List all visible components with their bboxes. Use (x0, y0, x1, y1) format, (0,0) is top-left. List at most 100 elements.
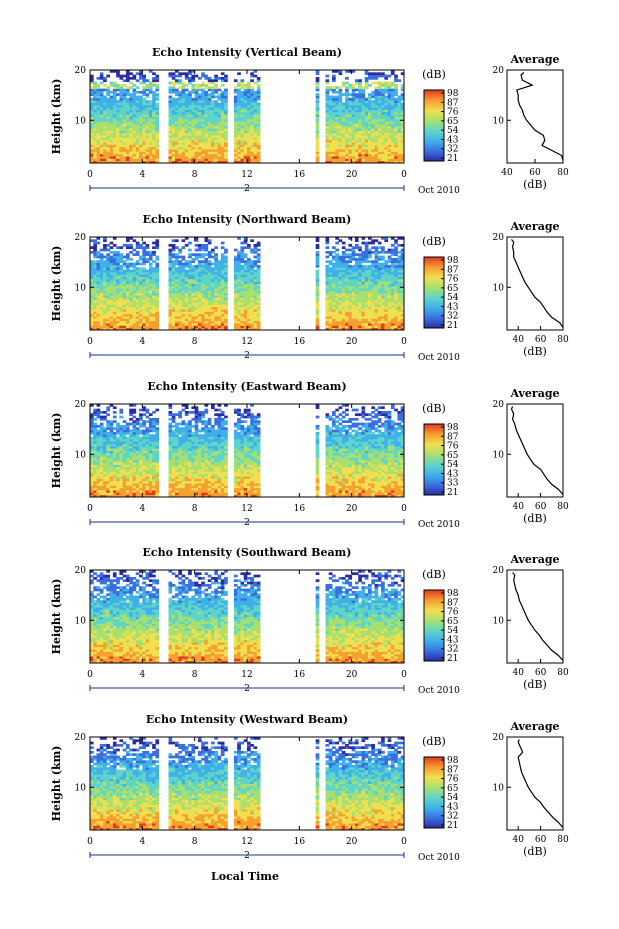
colorbar-tick-label: 21 (447, 321, 458, 331)
profile-x-tick-label: 60 (535, 335, 547, 345)
colorbar-unit: (dB) (422, 568, 446, 581)
profile-x-tick-label: 80 (557, 168, 569, 178)
y-tick-label: 20 (75, 400, 87, 410)
colorbar-tick-label: 87 (447, 598, 459, 608)
profile-line (510, 406, 564, 495)
date-day: 2 (244, 684, 250, 694)
profile-title: Average (509, 553, 559, 566)
profile-x-tick-label: 60 (535, 835, 547, 845)
profile-x-label: (dB) (523, 178, 547, 191)
profile-y-tick-label: 10 (493, 116, 505, 126)
y-axis-label: Height (km) (50, 246, 63, 322)
x-tick-label: 0 (87, 670, 93, 680)
profile-line (517, 739, 564, 828)
y-tick-label: 10 (75, 783, 87, 793)
profile-x-label: (dB) (523, 678, 547, 691)
profile-frame (506, 569, 564, 664)
profile-frame (506, 236, 564, 331)
date-day: 2 (244, 518, 250, 528)
x-tick-label: 0 (401, 337, 407, 347)
profile-y-tick-label: 10 (493, 783, 505, 793)
colorbar-tick-label: 87 (447, 432, 459, 442)
profile-line (516, 72, 564, 161)
x-tick-label: 8 (192, 837, 198, 847)
y-tick-label: 20 (75, 733, 87, 743)
x-tick-label: 20 (346, 170, 358, 180)
profile-frame (506, 403, 564, 498)
heatmap-cells (90, 70, 405, 164)
y-axis-label: Height (km) (50, 79, 63, 155)
date-day: 2 (244, 351, 250, 361)
colorbar (423, 756, 445, 829)
colorbar-tick-label: 32 (447, 145, 458, 155)
colorbar-tick-label: 98 (447, 89, 459, 99)
colorbar-tick-label: 87 (447, 265, 459, 275)
x-tick-label: 4 (139, 837, 145, 847)
date-label: Oct 2010 (418, 520, 460, 530)
x-tick-label: 0 (87, 504, 93, 514)
profile-x-tick-label: 40 (512, 335, 524, 345)
y-tick-label: 20 (75, 66, 87, 76)
date-label: Oct 2010 (418, 853, 460, 863)
colorbar-tick-label: 87 (447, 765, 459, 775)
profile-title: Average (509, 387, 559, 400)
profile-y-tick-label: 20 (493, 733, 505, 743)
colorbar (423, 89, 445, 162)
panel-2: Echo Intensity (Northward Beam) Height (k… (50, 213, 569, 363)
profile-y-tick-label: 10 (493, 283, 505, 293)
profile-frame (506, 69, 564, 164)
x-tick-label: 16 (294, 337, 306, 347)
x-tick-label: 0 (87, 837, 93, 847)
panel-5: Echo Intensity (Westward Beam) Height (km… (50, 713, 569, 863)
colorbar-tick-label: 32 (447, 645, 458, 655)
profile-x-tick-label: 60 (535, 668, 547, 678)
x-tick-label: 16 (294, 837, 306, 847)
colorbar-tick-label: 76 (447, 442, 459, 452)
colorbar-tick-label: 76 (447, 775, 459, 785)
panel-title: Echo Intensity (Vertical Beam) (152, 46, 342, 59)
profile-x-tick-label: 80 (557, 335, 569, 345)
date-label: Oct 2010 (418, 186, 460, 196)
colorbar-tick-label: 43 (447, 469, 459, 479)
x-tick-label: 12 (241, 337, 252, 347)
x-tick-label: 0 (87, 337, 93, 347)
profile-y-tick-label: 20 (493, 566, 505, 576)
y-tick-label: 10 (75, 116, 87, 126)
heatmap-cells (90, 737, 405, 831)
profile-x-label: (dB) (523, 345, 547, 358)
y-tick-label: 10 (75, 450, 87, 460)
colorbar-tick-label: 43 (447, 302, 459, 312)
y-axis-label: Height (km) (50, 413, 63, 489)
colorbar-tick-label: 54 (447, 293, 459, 303)
colorbar (423, 423, 445, 496)
colorbar-unit: (dB) (422, 402, 446, 415)
x-tick-label: 0 (401, 504, 407, 514)
y-axis-label: Height (km) (50, 579, 63, 655)
colorbar-tick-label: 65 (447, 117, 459, 127)
colorbar-tick-label: 33 (447, 479, 459, 489)
profile-line (511, 239, 564, 328)
profile-x-tick-label: 40 (512, 835, 524, 845)
profile-y-tick-label: 20 (493, 66, 505, 76)
panel-title: Echo Intensity (Westward Beam) (146, 713, 348, 726)
colorbar-tick-label: 21 (447, 821, 458, 831)
y-tick-label: 10 (75, 283, 87, 293)
panel-title: Echo Intensity (Eastward Beam) (147, 380, 346, 393)
colorbar-tick-label: 65 (447, 284, 459, 294)
colorbar-tick-label: 54 (447, 793, 459, 803)
x-tick-label: 20 (346, 504, 358, 514)
profile-x-tick-label: 80 (557, 835, 569, 845)
date-label: Oct 2010 (418, 353, 460, 363)
colorbar-tick-label: 21 (447, 154, 458, 164)
colorbar-tick-label: 98 (447, 756, 459, 766)
x-tick-label: 8 (192, 504, 198, 514)
panel-1: Echo Intensity (Vertical Beam) Height (km… (50, 46, 569, 196)
colorbar-tick-label: 32 (447, 312, 458, 322)
colorbar-tick-label: 21 (447, 654, 458, 664)
heatmap-cells (90, 237, 405, 331)
panel-title: Echo Intensity (Southward Beam) (143, 546, 352, 559)
colorbar-tick-label: 87 (447, 98, 459, 108)
colorbar-unit: (dB) (422, 735, 446, 748)
date-day: 2 (244, 184, 250, 194)
colorbar-tick-label: 98 (447, 423, 459, 433)
